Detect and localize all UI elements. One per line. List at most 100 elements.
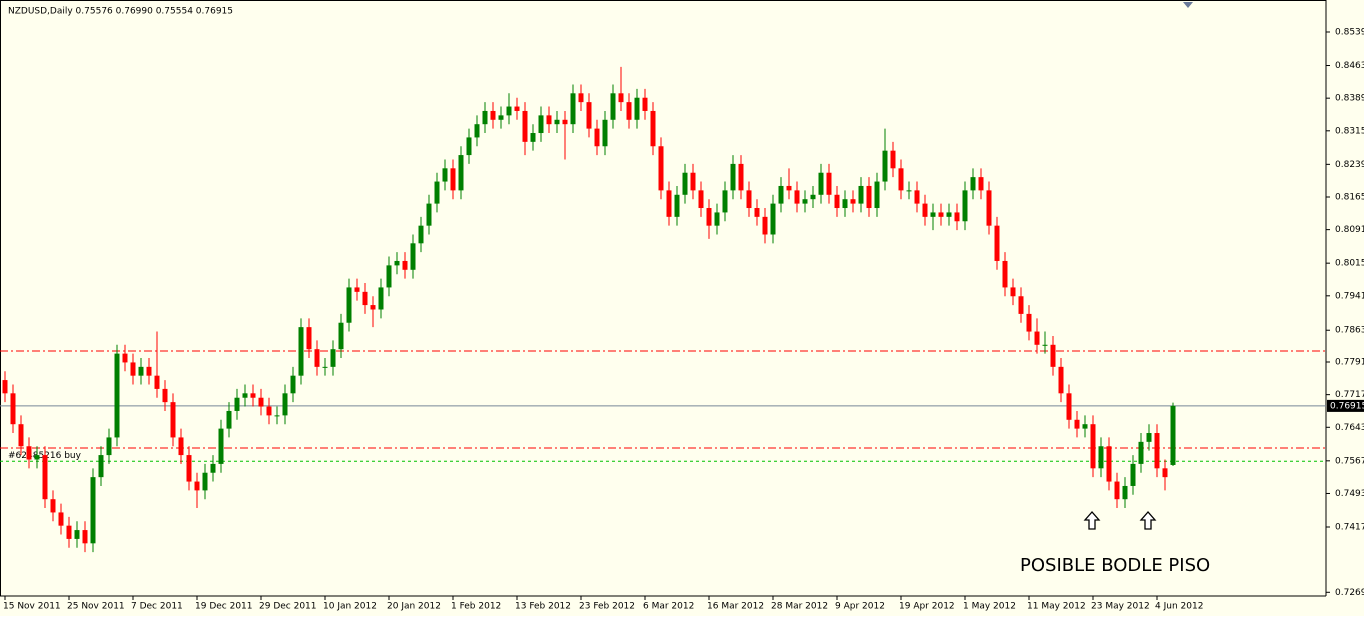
candle-body [466, 137, 472, 156]
candle-body [226, 410, 232, 429]
candle-body [1066, 393, 1072, 420]
candle-body [914, 190, 920, 204]
candle-body [906, 190, 912, 192]
candle-body [1090, 424, 1096, 469]
candle-body [178, 437, 184, 456]
candle-body [162, 388, 168, 403]
candle-body [930, 212, 936, 217]
candle-body [530, 133, 536, 142]
candle-body [602, 119, 608, 147]
x-tick-label: 13 Feb 2012 [515, 602, 571, 612]
candle-body [586, 102, 592, 129]
candle-body [298, 327, 304, 376]
candle-body [282, 393, 288, 416]
candle-body [82, 530, 88, 544]
x-tick-label: 4 Jun 2012 [1155, 602, 1203, 612]
candle-body [1074, 419, 1080, 429]
candle-body [882, 150, 888, 182]
candle-body [66, 525, 72, 539]
annotation: POSIBLE BODLE PISO [1020, 555, 1210, 576]
candle-body [506, 106, 512, 116]
candle-body [682, 172, 688, 195]
candle-body [842, 199, 848, 209]
x-tick-label: 11 May 2012 [1027, 602, 1086, 612]
candle-body [730, 163, 736, 191]
candle-body [2, 380, 8, 394]
candle-body [242, 393, 248, 398]
candle-body [490, 110, 496, 120]
candle-body [306, 327, 312, 350]
candle-body [370, 305, 376, 310]
candle-body [1002, 260, 1008, 288]
candle-body [122, 353, 128, 363]
candle-body [658, 146, 664, 191]
x-tick-label: 1 Feb 2012 [451, 602, 501, 612]
candle-body [674, 194, 680, 217]
candle-body [818, 172, 824, 195]
candle-body [154, 375, 160, 389]
candle-body [1106, 446, 1112, 482]
y-tick-label: 0.72690 [1335, 588, 1364, 598]
candle-body [986, 190, 992, 226]
candle-body [594, 128, 600, 147]
candle-body [786, 185, 792, 191]
candle-body [386, 265, 392, 288]
arrow [1083, 511, 1101, 530]
candle-body [1082, 424, 1088, 429]
candle-body [626, 102, 632, 120]
candle-body [1098, 446, 1104, 469]
candle-body [498, 115, 504, 120]
candle-body [666, 190, 672, 217]
candle-body [266, 406, 272, 416]
candle-body [1170, 405, 1176, 465]
candle-body [514, 106, 520, 111]
candle-body [858, 185, 864, 204]
candle-body [546, 115, 552, 125]
candle-body [1114, 481, 1120, 500]
candle-body [1042, 344, 1048, 346]
candle-body [274, 415, 280, 417]
last-price-box [1327, 399, 1364, 412]
candle-body [538, 115, 544, 134]
candle-body [346, 287, 352, 323]
candle-body [802, 199, 808, 204]
candle-body [738, 163, 744, 191]
candle-body [922, 203, 928, 217]
candle-body [834, 194, 840, 209]
candle-body [170, 402, 176, 438]
candle-body [1026, 313, 1032, 332]
candle-body [1058, 366, 1064, 394]
candle-body [1130, 463, 1136, 486]
candle-body [50, 499, 56, 513]
candle-body [650, 110, 656, 147]
candle-body [250, 393, 256, 398]
chart-title: NZDUSD,Daily 0.75576 0.76990 0.75554 0.7… [8, 7, 233, 17]
candle-body [1122, 485, 1128, 500]
candle-body [826, 172, 832, 195]
candle-body [42, 455, 48, 500]
candle-body [866, 185, 872, 209]
x-tick-label: 25 Nov 2011 [67, 602, 125, 612]
candle-body [314, 349, 320, 367]
candle-body [402, 260, 408, 270]
candle-body [338, 322, 344, 350]
candle-body [562, 119, 568, 125]
candle-body [850, 199, 856, 204]
candle-body [442, 168, 448, 182]
candle-body [1018, 296, 1024, 314]
candle-body [418, 225, 424, 244]
candle-body [810, 194, 816, 200]
candle-body [722, 190, 728, 213]
candle-body [970, 177, 976, 191]
x-tick-label: 10 Jan 2012 [323, 602, 377, 612]
